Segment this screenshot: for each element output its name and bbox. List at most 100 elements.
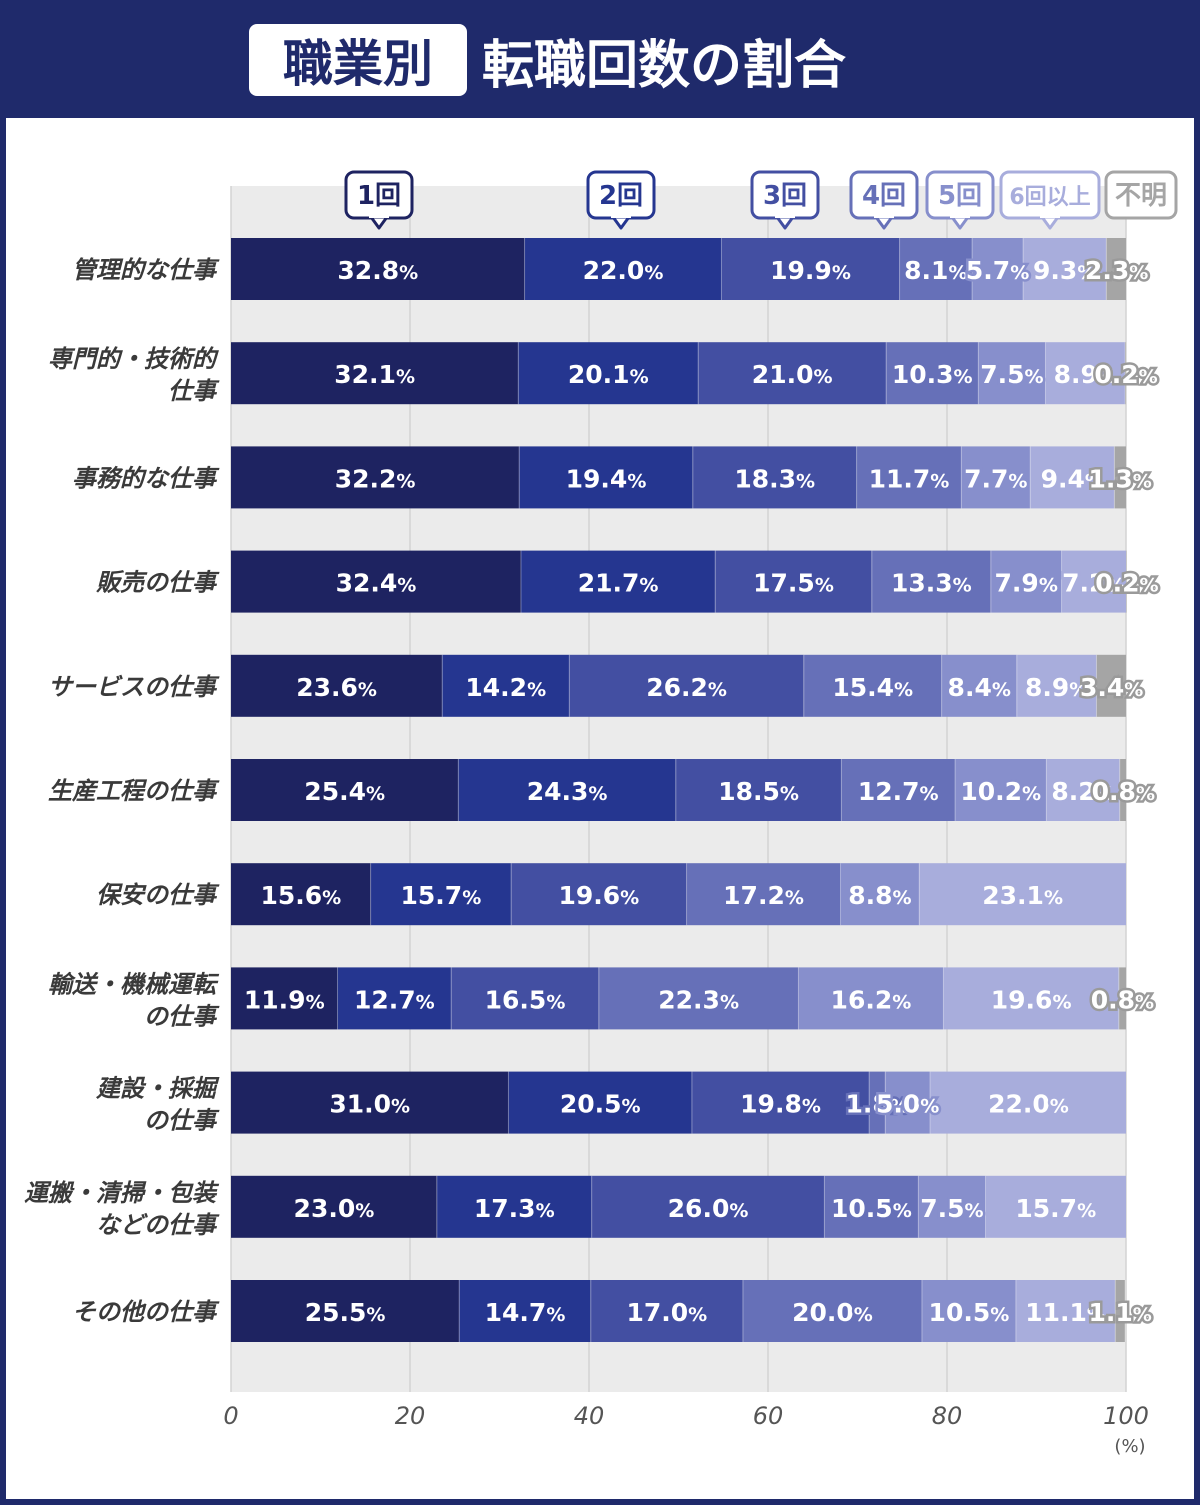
- bar-segment: [231, 759, 459, 821]
- value-label: 11.9%: [244, 985, 325, 1014]
- bar-segment: [1061, 550, 1126, 613]
- category-label: 保安の仕事: [96, 881, 220, 909]
- bar-segment: [436, 1175, 592, 1238]
- bar-segment: [885, 1071, 930, 1134]
- category-label: 仕事: [168, 377, 220, 405]
- value-label: 3.4%: [1080, 673, 1143, 702]
- bar-segment: [231, 238, 525, 300]
- value-label: 32.2%: [335, 464, 416, 493]
- bar-segment: [943, 967, 1119, 1030]
- value-label: 7.9%: [995, 569, 1058, 598]
- bar-segment: [840, 863, 920, 926]
- value-label: 2.3%: [1085, 256, 1148, 285]
- value-label: 12.7%: [858, 777, 939, 806]
- value-label: 7.7%: [964, 464, 1027, 493]
- x-tick-label: 80: [932, 1402, 963, 1430]
- bar-segment: [511, 863, 687, 926]
- value-label: 14.2%: [465, 673, 546, 702]
- bar-segment: [899, 238, 973, 300]
- value-label: 1.1%: [1089, 1298, 1152, 1327]
- category-label: その他の仕事: [72, 1298, 220, 1326]
- legend-label: 6回以上: [1009, 185, 1090, 210]
- bar-segment: [231, 550, 521, 613]
- value-label: 23.0%: [294, 1194, 375, 1223]
- bar-segment: [675, 759, 842, 821]
- legend-pointer-mask: [950, 214, 970, 218]
- bar-segment: [1046, 759, 1120, 821]
- value-label: 23.1%: [982, 881, 1063, 910]
- value-label: 13.3%: [891, 569, 972, 598]
- category-label: 事務的な仕事: [72, 464, 220, 492]
- legend-label: 5回: [938, 181, 982, 211]
- value-label: 26.0%: [668, 1194, 749, 1223]
- bar-segment: [231, 342, 519, 405]
- value-label: 18.5%: [718, 777, 799, 806]
- legend-pointer-mask: [1040, 214, 1060, 218]
- bar-segment: [919, 863, 1126, 926]
- bar-segment: [921, 1280, 1016, 1342]
- bar-segment: [978, 342, 1046, 405]
- bar-segment: [590, 1280, 743, 1342]
- bar-segment: [955, 759, 1047, 821]
- value-label: 31.0%: [329, 1090, 410, 1119]
- category-label: 販売の仕事: [96, 569, 220, 597]
- category-label: の仕事: [144, 1002, 220, 1030]
- bar-segment: [231, 967, 338, 1030]
- value-label: 10.3%: [892, 360, 973, 389]
- legend-label: 4回: [862, 181, 906, 211]
- bar-segment: [591, 1175, 825, 1238]
- legend-pointer-mask: [369, 214, 389, 218]
- bar-segment: [841, 759, 956, 821]
- value-label: 11.1%: [1025, 1298, 1106, 1327]
- category-label: 生産工程の仕事: [48, 777, 220, 805]
- value-label: 26.2%: [646, 673, 727, 702]
- bar-segment: [1115, 1280, 1126, 1342]
- bar-segment: [990, 550, 1062, 613]
- bar-segment: [337, 967, 452, 1030]
- category-label: 運搬・清掃・包装: [24, 1179, 220, 1207]
- value-label: 0.2%: [1094, 360, 1157, 389]
- value-label: 5.7%: [966, 256, 1029, 285]
- bar-segment: [518, 342, 699, 405]
- bar-segment: [370, 863, 512, 926]
- value-label: 22.0%: [988, 1090, 1069, 1119]
- value-label: 20.0%: [792, 1298, 873, 1327]
- value-label: 25.5%: [305, 1298, 386, 1327]
- bar-segment: [231, 1280, 460, 1342]
- bar-segment: [1016, 654, 1097, 717]
- bar-segment: [1023, 238, 1107, 300]
- bar-segment: [692, 446, 857, 509]
- bar-segment: [1126, 550, 1127, 613]
- bar-segment: [886, 342, 979, 405]
- value-label: 19.9%: [770, 256, 851, 285]
- legend-label: 不明: [1115, 181, 1167, 211]
- bar-segment: [231, 1175, 437, 1238]
- x-axis-unit: (%): [1114, 1436, 1145, 1457]
- value-label: 17.0%: [626, 1298, 707, 1327]
- category-label: 管理的な仕事: [72, 256, 220, 284]
- value-label: 1.8%: [846, 1090, 909, 1119]
- value-label: 19.6%: [558, 881, 639, 910]
- bar-segment: [929, 1071, 1126, 1134]
- bar-segment: [231, 863, 371, 926]
- legend-pointer-mask: [775, 214, 795, 218]
- bar-segment: [856, 446, 962, 509]
- category-label: 輸送・機械運転: [48, 970, 220, 998]
- bar-segment: [918, 1175, 986, 1238]
- value-label: 20.5%: [560, 1090, 641, 1119]
- bar-segment: [524, 238, 722, 300]
- category-label: サービスの仕事: [48, 673, 220, 701]
- bar-segment: [1125, 342, 1126, 405]
- value-label: 22.0%: [583, 256, 664, 285]
- bar-segment: [698, 342, 887, 405]
- category-label: の仕事: [144, 1107, 220, 1135]
- value-label: 10.5%: [929, 1298, 1010, 1327]
- value-label: 9.4%: [1041, 464, 1104, 493]
- value-label: 32.8%: [337, 256, 418, 285]
- value-label: 12.7%: [354, 985, 435, 1014]
- value-label: 21.7%: [578, 569, 659, 598]
- bar-segment: [742, 1280, 922, 1342]
- value-label: 0.8%: [1092, 777, 1155, 806]
- value-label: 17.5%: [753, 569, 834, 598]
- x-tick-label: 100: [1103, 1402, 1149, 1430]
